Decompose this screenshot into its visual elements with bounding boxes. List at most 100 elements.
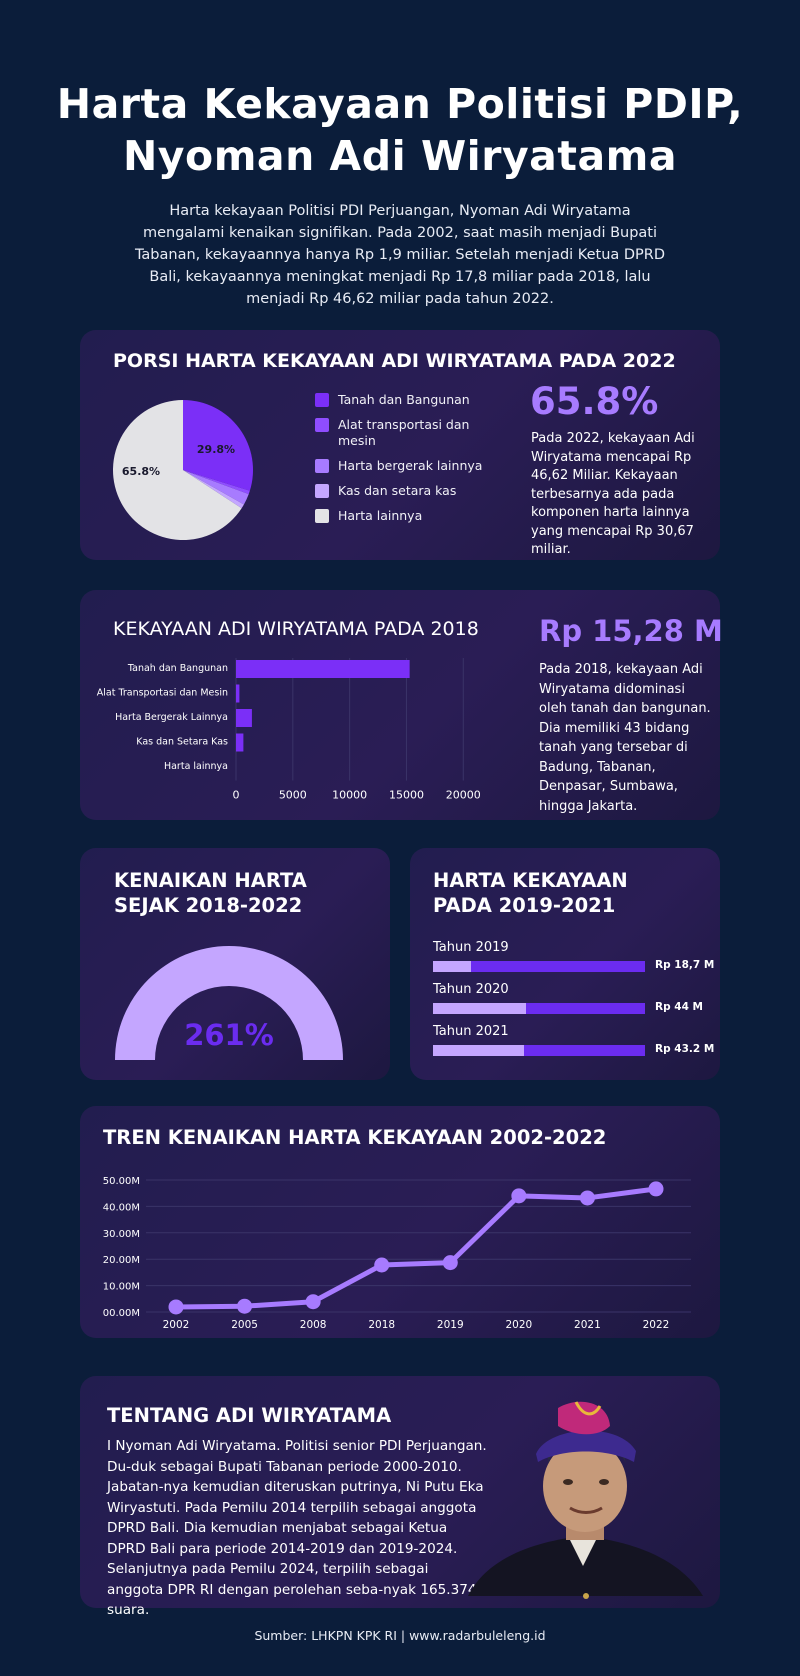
progress-track: Rp 18,7 M <box>433 959 714 972</box>
progress-row-label: Tahun 2019 <box>433 940 509 955</box>
intro-paragraph: Harta kekayaan Politisi PDI Perjuangan, … <box>134 203 666 307</box>
pie-label-tanah: 29.8% <box>197 443 235 456</box>
bar-harta-bergerak-lainnya <box>236 709 252 727</box>
progress-value: Rp 44 M <box>655 1001 703 1013</box>
bar-big-number: Rp 15,28 M <box>539 614 723 648</box>
bar-card-title: KEKAYAAN ADI WIRYATAMA PADA 2018 <box>113 618 479 640</box>
line-x-tick: 2002 <box>163 1319 190 1328</box>
legend-swatch <box>315 509 329 523</box>
progress-row-label: Tahun 2021 <box>433 1024 509 1039</box>
legend-label: Harta bergerak lainnya <box>338 458 483 473</box>
bar-x-tick: 0 <box>233 789 240 802</box>
bar-category-label: Harta Bergerak Lainnya <box>115 712 228 723</box>
gauge-title-line-1: KENAIKAN HARTA <box>114 869 307 892</box>
pie-label-lainnya: 65.8% <box>122 465 160 478</box>
pie-slice-kas-dan-setara-kas <box>183 470 244 509</box>
line-point-2021 <box>579 1190 595 1206</box>
source-footer: Sumber: LHKPN KPK RI | www.radarbuleleng… <box>254 1628 546 1643</box>
line-y-tick: 20.00M <box>103 1255 140 1266</box>
line-x-tick: 2008 <box>300 1319 327 1328</box>
bar-description: Pada 2018, kekayaan Adi Wiryatama didomi… <box>539 662 711 814</box>
pie-slice-alat-transportasi-dan-mesin <box>183 470 250 495</box>
gauge-card-title: KENAIKAN HARTA SEJAK 2018-2022 <box>114 868 307 918</box>
line-y-tick: 40.00M <box>103 1202 140 1213</box>
line-point-2002 <box>168 1299 184 1315</box>
title-line-1: Harta Kekayaan Politisi PDIP, <box>56 80 744 128</box>
progress-track: Rp 43.2 M <box>433 1043 714 1056</box>
line-point-2008 <box>305 1294 321 1310</box>
trend-card-title: TREN KENAIKAN HARTA KEKAYAAN 2002-2022 <box>103 1126 607 1149</box>
bar-x-tick: 10000 <box>332 789 367 802</box>
legend-label: Alat transportasi dan mesin <box>338 417 470 448</box>
line-x-tick: 2005 <box>231 1319 258 1328</box>
legend-item-harta-bergerak-lainnya: Harta bergerak lainnya <box>315 458 495 474</box>
progress-track: Rp 44 M <box>433 1001 703 1014</box>
line-y-tick: 10.00M <box>103 1282 140 1293</box>
line-x-tick: 2022 <box>643 1319 670 1328</box>
title-line-2: Nyoman Adi Wiryatama <box>122 132 677 180</box>
progress-title-line-1: HARTA KEKAYAAN <box>433 869 628 892</box>
bar-x-tick: 15000 <box>389 789 424 802</box>
legend-label: Harta lainnya <box>338 508 423 523</box>
page-title: Harta Kekayaan Politisi PDIP, Nyoman Adi… <box>40 78 760 182</box>
pie-slice-harta-lainnya <box>113 400 242 540</box>
progress-row: Tahun 2020 Rp 44 M <box>433 982 703 1014</box>
line-x-tick: 2020 <box>505 1319 532 1328</box>
line-point-2020 <box>511 1188 527 1204</box>
progress-title-line-2: PADA 2019-2021 <box>433 894 616 917</box>
legend-swatch <box>315 484 329 498</box>
progress-row-label: Tahun 2020 <box>433 982 509 997</box>
line-y-tick: 50.00M <box>103 1176 140 1187</box>
legend-label: Kas dan setara kas <box>338 483 457 498</box>
progress-value: Rp 43.2 M <box>655 1043 715 1055</box>
gauge-title-line-2: SEJAK 2018-2022 <box>114 894 303 917</box>
bar-category-label: Alat Transportasi dan Mesin <box>97 688 228 699</box>
about-text: I Nyoman Adi Wiryatama. Politisi senior … <box>107 1438 487 1618</box>
bar-category-label: Harta lainnya <box>164 761 228 772</box>
line-series <box>175 1186 657 1310</box>
progress-value: Rp 18,7 M <box>655 959 715 971</box>
legend-swatch <box>315 459 329 473</box>
about-card-title: TENTANG ADI WIRYATAMA <box>107 1404 392 1427</box>
pie-card-title: PORSI HARTA KEKAYAAN ADI WIRYATAMA PADA … <box>113 350 676 372</box>
legend-item-harta-lainnya: Harta lainnya <box>315 508 495 524</box>
pie-description: Pada 2022, kekayaan Adi Wiryatama mencap… <box>531 431 695 557</box>
trend-line-chart: 00.00M 10.00M 20.00M 30.00M 40.00M 50.00M 2002… <box>103 1176 691 1328</box>
line-x-tick: 2019 <box>437 1319 464 1328</box>
line-point-2018 <box>374 1257 390 1273</box>
gauge-arc <box>115 946 343 1060</box>
pie-chart: 29.8% 65.8% <box>113 400 253 540</box>
progress-fill <box>433 961 472 972</box>
bar-x-tick: 20000 <box>446 789 481 802</box>
pie-legend: Tanah dan Bangunan Alat transportasi dan … <box>315 392 495 533</box>
line-x-tick: 2021 <box>574 1319 601 1328</box>
pie-slice-tanah-dan-bangunan <box>183 400 253 491</box>
legend-swatch <box>315 418 329 432</box>
bar-kas-dan-setara-kas <box>236 733 244 752</box>
line-point-2005 <box>237 1298 253 1314</box>
gauge-chart: 261% <box>115 946 343 1060</box>
bar-tanah-dan-bangunan <box>236 660 410 678</box>
bar-category-label: Tanah dan Bangunan <box>127 663 228 674</box>
pie-big-number: 65.8% <box>530 380 659 423</box>
bar-chart: 0 5000 10000 15000 20000 Tanah dan Bangunan Al… <box>97 658 481 802</box>
bar-alat-transportasi-dan-mesin <box>236 684 240 703</box>
bar-x-tick: 5000 <box>279 789 307 802</box>
legend-label: Tanah dan Bangunan <box>338 392 470 407</box>
portrait-image <box>468 1401 703 1599</box>
legend-item-tanah-dan-bangunan: Tanah dan Bangunan <box>315 392 495 408</box>
line-point-2022 <box>648 1181 664 1197</box>
legend-swatch <box>315 393 329 407</box>
progress-row: Tahun 2019 Rp 18,7 M <box>433 940 714 972</box>
legend-item-alat-transportasi-dan-mesin: Alat transportasi dan mesin <box>315 417 495 449</box>
bar-card <box>80 590 720 820</box>
progress-fill <box>433 1003 527 1014</box>
line-x-tick: 2018 <box>368 1319 395 1328</box>
line-point-2019 <box>442 1255 458 1271</box>
progress-fill <box>433 1045 525 1056</box>
trend-card <box>80 1106 720 1338</box>
line-y-tick: 00.00M <box>103 1308 140 1319</box>
pie-slice-harta-bergerak-lainnya <box>183 470 249 505</box>
bar-category-label: Kas dan Setara Kas <box>136 737 228 748</box>
progress-card-title: HARTA KEKAYAAN PADA 2019-2021 <box>433 868 628 918</box>
